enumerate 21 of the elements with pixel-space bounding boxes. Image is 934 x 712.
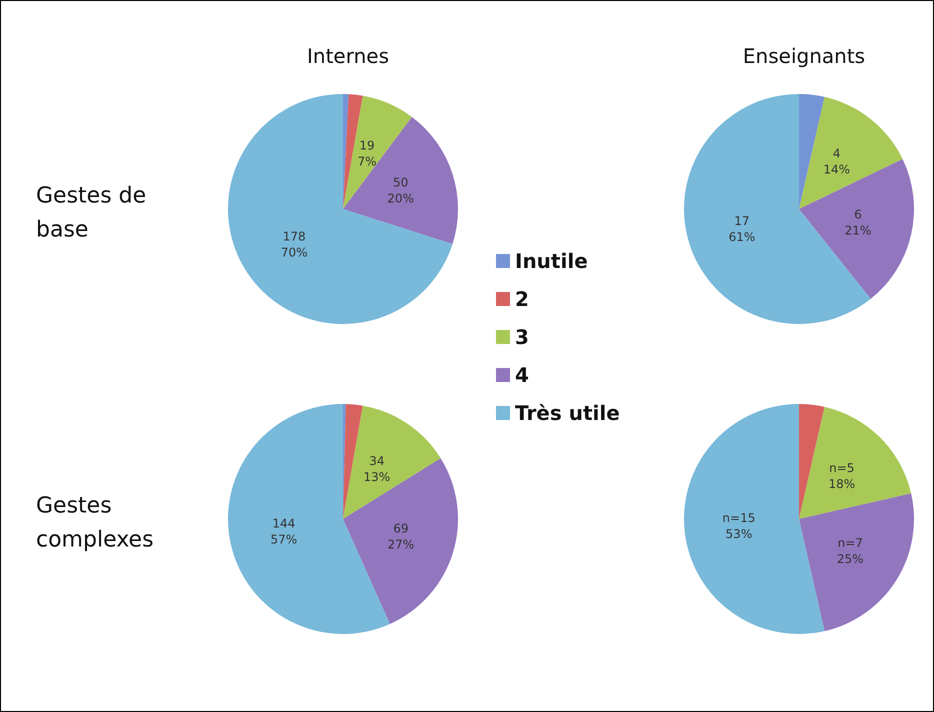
legend-label: 4 xyxy=(515,363,529,387)
legend-label: 3 xyxy=(515,325,529,349)
data-label: 178 70% xyxy=(280,230,308,260)
legend-label: Inutile xyxy=(515,249,588,273)
data-label: n=5 18% xyxy=(828,461,856,492)
chart-title: Enseignants xyxy=(742,44,866,68)
data-label: 6 21% xyxy=(844,207,872,238)
data-label: 34 13% xyxy=(364,454,390,484)
data-label: 50 20% xyxy=(387,176,414,206)
data-label: 4 14% xyxy=(823,146,850,177)
text: Gestes de base xyxy=(36,184,154,242)
data-label: 69 27% xyxy=(388,522,414,552)
chart-title: Internes xyxy=(307,44,389,68)
data-label: n=15 53% xyxy=(722,510,756,541)
legend-label: 2 xyxy=(515,287,529,311)
data-label: 17 61% xyxy=(728,214,756,244)
legend-label: Très utile xyxy=(515,401,620,425)
data-label: 19 7% xyxy=(357,138,377,168)
data-label: 144 57% xyxy=(270,516,298,547)
text: Gestes complexes xyxy=(36,494,154,552)
data-label: n=7 25% xyxy=(836,536,864,566)
